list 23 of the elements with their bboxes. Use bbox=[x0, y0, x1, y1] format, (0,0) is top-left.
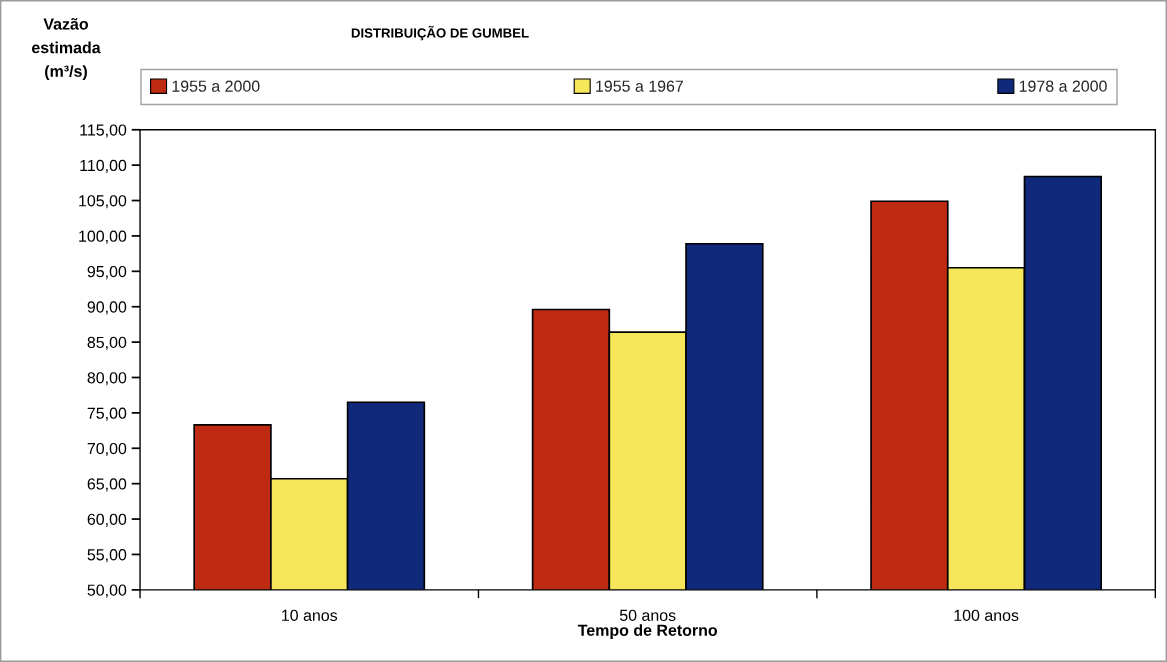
x-axis-title: Tempo de Retorno bbox=[577, 624, 718, 640]
y-tick-label: 90,00 bbox=[87, 301, 127, 315]
y-tick-label: 115,00 bbox=[80, 124, 127, 138]
y-tick-label: 50,00 bbox=[87, 584, 127, 598]
y-tick-label: 110,00 bbox=[80, 159, 127, 173]
y-tick-label: 60,00 bbox=[87, 513, 127, 527]
legend-label: 1955 a 1967 bbox=[596, 80, 683, 92]
legend-label: 1955 a 2000 bbox=[172, 80, 260, 92]
x-tick-label: 100 anos bbox=[954, 609, 1019, 622]
y-tick-label: 105,00 bbox=[79, 195, 127, 209]
y-tick-label: 65,00 bbox=[87, 478, 127, 492]
x-tick-label: 10 anos bbox=[282, 609, 338, 622]
x-tick-label: 50 anos bbox=[619, 609, 676, 622]
y-tick-label: 100,00 bbox=[79, 230, 127, 244]
y-axis-title: Vazão estimada (m³/s) bbox=[32, 18, 101, 81]
legend-label: 1978 a 2000 bbox=[1019, 80, 1107, 92]
y-tick-label: 75,00 bbox=[87, 407, 127, 421]
y-tick-label: 55,00 bbox=[87, 549, 127, 563]
y-tick-label: 85,00 bbox=[87, 336, 127, 350]
y-tick-label: 80,00 bbox=[87, 372, 127, 386]
y-tick-label: 95,00 bbox=[87, 265, 127, 280]
chart-title: DISTRIBUIÇÃO DE GUMBEL bbox=[351, 25, 529, 41]
y-tick-label: 70,00 bbox=[87, 442, 127, 457]
